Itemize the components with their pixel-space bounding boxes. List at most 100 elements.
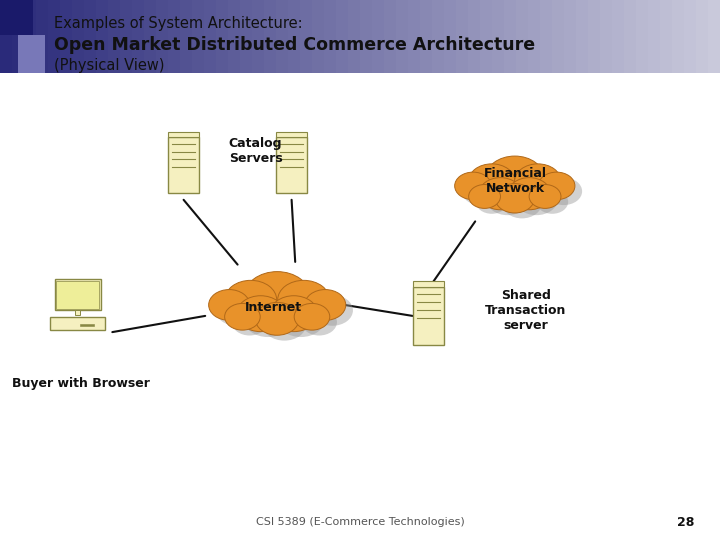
Circle shape [529,185,561,208]
Circle shape [209,289,250,320]
Bar [50,318,105,330]
Circle shape [515,183,558,215]
Bar [180,0,194,73]
Bar [72,0,86,73]
Bar [168,132,199,137]
Bar [312,0,325,73]
Text: (Physical View): (Physical View) [54,58,164,73]
Bar [216,0,230,73]
Circle shape [538,172,575,200]
Bar [360,0,374,73]
Bar [168,0,181,73]
Bar [372,0,385,73]
Circle shape [503,189,541,218]
Circle shape [225,303,260,330]
Bar [324,0,338,73]
Bar [56,281,99,309]
Bar [36,0,50,73]
Bar [528,0,541,73]
Bar [420,0,433,73]
Circle shape [232,309,267,335]
Circle shape [302,309,337,335]
Bar [504,0,518,73]
Bar [684,0,698,73]
Circle shape [462,178,498,205]
Circle shape [522,169,568,204]
Bar [336,0,349,73]
Circle shape [476,190,508,214]
Text: Examples of System Architecture:: Examples of System Architecture: [54,16,302,31]
Bar [300,0,313,73]
Bar [660,0,673,73]
Bar [276,132,307,137]
Bar [576,0,590,73]
Bar [348,0,361,73]
Bar [75,310,81,315]
Circle shape [479,178,522,210]
Text: Buyer with Browser: Buyer with Browser [12,377,150,390]
Bar [408,0,421,73]
Bar [540,0,554,73]
Circle shape [244,301,292,337]
Bar [492,0,505,73]
Bar [432,0,446,73]
Bar [240,0,253,73]
Circle shape [486,183,529,215]
Bar [413,281,444,287]
Bar [636,0,649,73]
Bar [708,0,720,73]
Circle shape [225,280,276,319]
Circle shape [244,272,310,321]
Bar [276,0,289,73]
Text: Shared
Transaction
server: Shared Transaction server [485,289,567,332]
Bar [84,0,97,73]
Bar [624,0,637,73]
Bar [456,0,469,73]
Circle shape [277,301,325,337]
Circle shape [305,289,346,320]
Bar [480,0,493,73]
Bar [696,0,709,73]
Circle shape [278,280,330,319]
Text: CSI 5389 (E-Commerce Technologies): CSI 5389 (E-Commerce Technologies) [256,517,464,527]
Circle shape [251,277,318,326]
Bar [18,35,45,73]
Text: Catalog
Servers: Catalog Servers [229,137,282,165]
Bar [48,0,61,73]
Bar [132,0,145,73]
Circle shape [237,296,284,332]
Bar [264,0,277,73]
Bar [192,0,205,73]
Circle shape [485,156,544,200]
Bar [81,323,94,326]
Circle shape [476,169,522,204]
Bar [516,0,529,73]
Bar [96,0,109,73]
Text: 28: 28 [678,516,695,529]
Circle shape [256,302,299,335]
Circle shape [469,164,515,199]
Circle shape [495,184,534,213]
Bar [12,0,25,73]
Text: Financial
Network: Financial Network [484,167,547,195]
Bar [588,0,601,73]
Bar [672,0,685,73]
Bar [413,287,444,345]
Bar [384,0,397,73]
Circle shape [455,172,492,200]
Circle shape [546,178,582,205]
Bar [0,0,33,35]
Circle shape [312,295,353,326]
Bar [552,0,565,73]
Circle shape [285,286,337,325]
Bar [276,137,307,193]
Circle shape [270,296,318,332]
Bar [156,0,169,73]
Text: Internet: Internet [245,301,302,314]
Bar [468,0,482,73]
Circle shape [492,161,552,206]
Bar [252,0,266,73]
Bar [444,0,457,73]
Bar [0,0,14,73]
Circle shape [232,286,284,325]
